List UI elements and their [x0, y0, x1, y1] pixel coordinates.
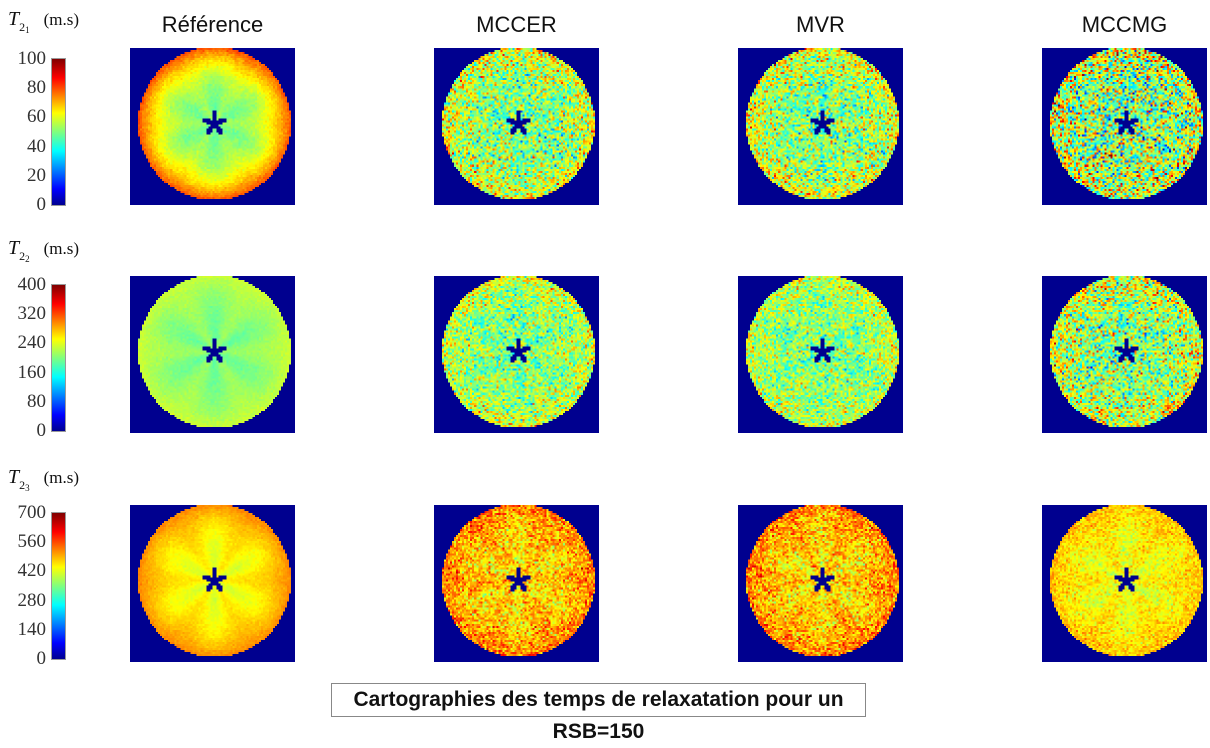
row-label-symbol: T — [8, 237, 19, 259]
colorbar-tick: 320 — [6, 304, 46, 324]
colorbar-tick: 0 — [6, 421, 46, 441]
colorbar-tick: 80 — [6, 78, 46, 98]
colorbar-tick: 560 — [6, 532, 46, 552]
column-header-2: MVR — [721, 12, 921, 38]
row-label-unit: (m.s) — [44, 10, 79, 29]
map-0-1 — [434, 48, 599, 205]
colorbar-tick: 280 — [6, 591, 46, 611]
map-1-1 — [434, 276, 599, 433]
figure-caption: Cartographies des temps de relaxatation … — [331, 683, 866, 717]
row-label-subsub: 1 — [25, 25, 30, 35]
map-1-0 — [130, 276, 295, 433]
colorbar-tick: 100 — [6, 49, 46, 69]
column-header-0: Référence — [113, 12, 313, 38]
colorbar-tick: 240 — [6, 333, 46, 353]
map-2-1 — [434, 505, 599, 662]
map-0-3 — [1042, 48, 1207, 205]
colorbar-0 — [52, 59, 65, 205]
colorbar-2 — [52, 513, 65, 659]
colorbar-tick: 60 — [6, 107, 46, 127]
map-0-0 — [130, 48, 295, 205]
colorbar-tick: 0 — [6, 649, 46, 669]
colorbar-tick: 0 — [6, 195, 46, 215]
row-label-2: T23(m.s) — [8, 466, 79, 489]
colorbar-tick: 700 — [6, 503, 46, 523]
map-2-3 — [1042, 505, 1207, 662]
row-label-subsub: 3 — [25, 483, 30, 493]
column-header-1: MCCER — [417, 12, 617, 38]
map-1-3 — [1042, 276, 1207, 433]
row-label-unit: (m.s) — [44, 239, 79, 258]
row-label-subsub: 2 — [25, 254, 30, 264]
colorbar-tick: 40 — [6, 137, 46, 157]
column-header-3: MCCMG — [1025, 12, 1210, 38]
map-2-2 — [738, 505, 903, 662]
colorbar-tick: 20 — [6, 166, 46, 186]
colorbar-tick: 420 — [6, 561, 46, 581]
colorbar-tick: 140 — [6, 620, 46, 640]
colorbar-tick: 400 — [6, 275, 46, 295]
row-label-symbol: T — [8, 8, 19, 30]
map-2-0 — [130, 505, 295, 662]
row-label-unit: (m.s) — [44, 468, 79, 487]
colorbar-tick: 160 — [6, 363, 46, 383]
row-label-0: T21(m.s) — [8, 8, 79, 31]
row-label-symbol: T — [8, 466, 19, 488]
map-0-2 — [738, 48, 903, 205]
map-1-2 — [738, 276, 903, 433]
colorbar-1 — [52, 285, 65, 431]
colorbar-tick: 80 — [6, 392, 46, 412]
row-label-1: T22(m.s) — [8, 237, 79, 260]
